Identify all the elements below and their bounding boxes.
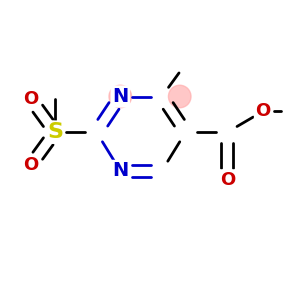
- Text: N: N: [112, 87, 128, 106]
- Text: O: O: [23, 156, 39, 174]
- Text: O: O: [23, 91, 39, 109]
- Text: S: S: [47, 122, 63, 142]
- Text: O: O: [220, 171, 235, 189]
- Circle shape: [168, 85, 191, 108]
- Text: O: O: [255, 102, 271, 120]
- Text: N: N: [112, 161, 128, 180]
- Circle shape: [109, 85, 132, 108]
